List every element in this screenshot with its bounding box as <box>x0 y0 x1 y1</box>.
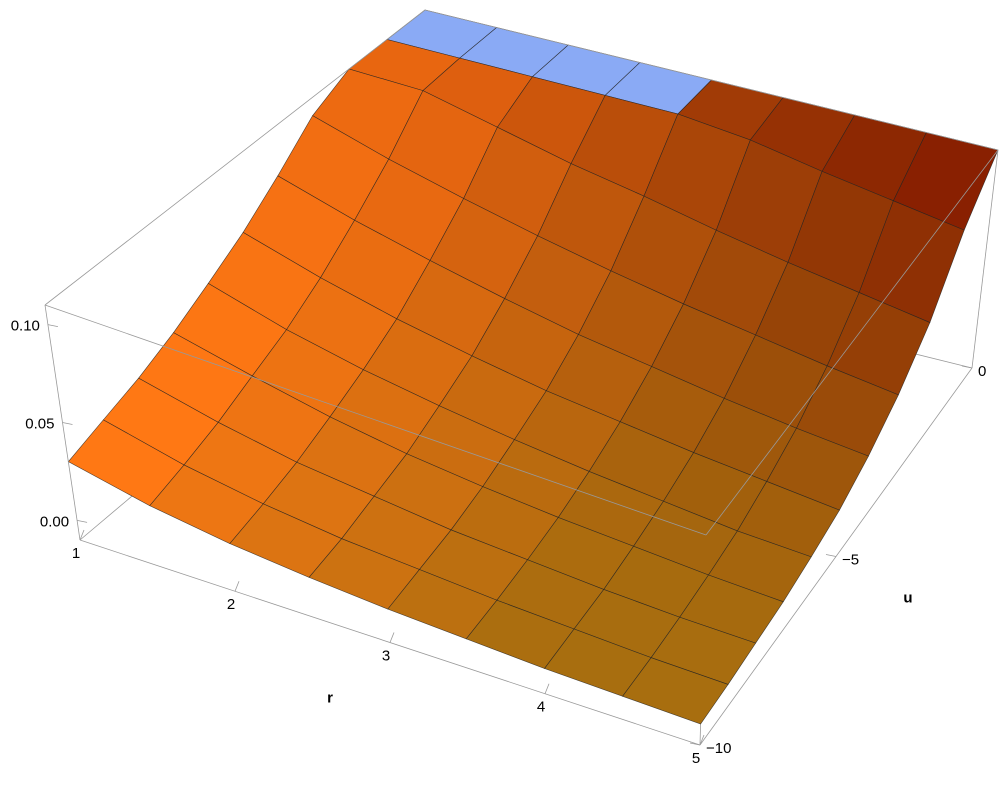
y-axis-label: u <box>903 589 912 606</box>
z-tick-label: 0.05 <box>25 415 54 432</box>
x-tick-label: 2 <box>227 596 235 613</box>
box-edge <box>424 9 999 151</box>
y-tick-label: −5 <box>842 551 859 568</box>
y-tick <box>961 365 973 369</box>
x-tick-label: 4 <box>537 699 545 716</box>
box-edge <box>971 149 999 369</box>
x-tick-label: 3 <box>382 647 390 664</box>
box-edge <box>44 9 426 306</box>
x-tick <box>234 581 240 592</box>
x-tick <box>544 683 550 694</box>
y-tick <box>689 742 701 746</box>
x-tick <box>389 632 395 643</box>
x-tick <box>79 529 85 541</box>
z-tick-label: 0.00 <box>40 513 69 530</box>
box-edge <box>705 149 999 536</box>
x-tick <box>699 734 705 746</box>
y-tick-label: 0 <box>978 363 986 380</box>
surface-patch <box>622 657 729 725</box>
x-tick-label: 5 <box>692 750 700 767</box>
box-edge <box>44 304 707 536</box>
z-tick <box>62 422 73 425</box>
y-tick <box>825 554 837 557</box>
z-tick <box>47 324 58 327</box>
y-tick-label: −10 <box>706 740 731 757</box>
x-tick-label: 1 <box>72 545 80 562</box>
surface <box>67 9 999 725</box>
z-tick <box>77 520 88 523</box>
x-axis-label: r <box>327 689 333 706</box>
z-tick-label: 0.10 <box>11 318 40 335</box>
box-front: 1 2 3 4 5 −10 −5 0 0.00 0.05 0.10 r u <box>11 9 999 767</box>
